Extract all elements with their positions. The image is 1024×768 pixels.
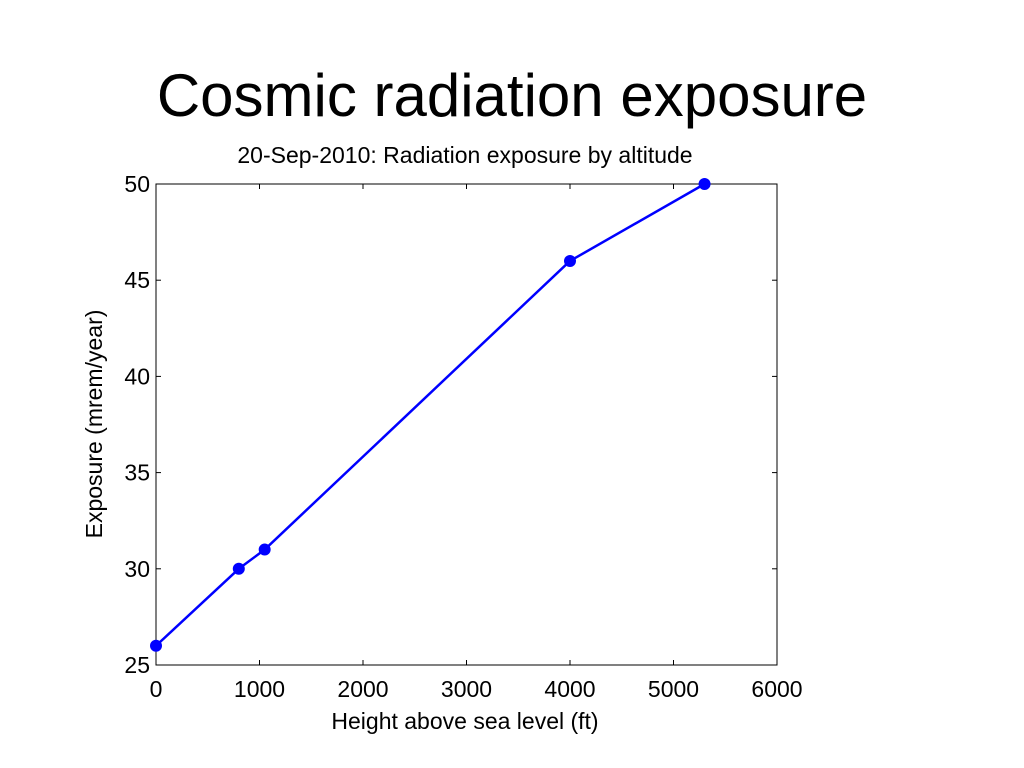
axis-ticks (155, 183, 778, 666)
series-layer (150, 178, 711, 652)
y-tick-label: 35 (124, 460, 150, 486)
chart-title: 20-Sep-2010: Radiation exposure by altit… (237, 142, 692, 168)
x-tick-label: 0 (150, 676, 163, 702)
y-tick-label: 45 (124, 267, 150, 293)
data-point (698, 178, 711, 190)
data-point (564, 254, 576, 267)
x-tick-label: 1000 (234, 676, 285, 702)
y-tick-label: 50 (124, 171, 150, 197)
series-line (155, 182, 706, 647)
data-point (232, 562, 245, 575)
x-tick-label: 6000 (751, 676, 802, 702)
slide-title: Cosmic radiation exposure (156, 62, 868, 129)
x-axis-title: Height above sea level (ft) (331, 708, 598, 734)
y-axis-title: Exposure (mrem/year) (81, 310, 107, 539)
plot-frame (155, 183, 778, 666)
y-tick-label: 30 (124, 556, 150, 582)
data-point (258, 543, 271, 556)
x-tick-label: 2000 (337, 676, 388, 702)
x-tick-label: 3000 (441, 676, 492, 702)
y-tick-label: 40 (124, 363, 150, 389)
x-tick-labels: 0 1000 2000 3000 4000 5000 6000 (150, 676, 803, 702)
data-point (150, 639, 162, 652)
y-tick-label: 25 (124, 652, 150, 678)
y-tick-labels: 25 30 35 40 45 50 (124, 171, 150, 678)
x-tick-label: 5000 (648, 676, 699, 702)
x-tick-label: 4000 (544, 676, 595, 702)
